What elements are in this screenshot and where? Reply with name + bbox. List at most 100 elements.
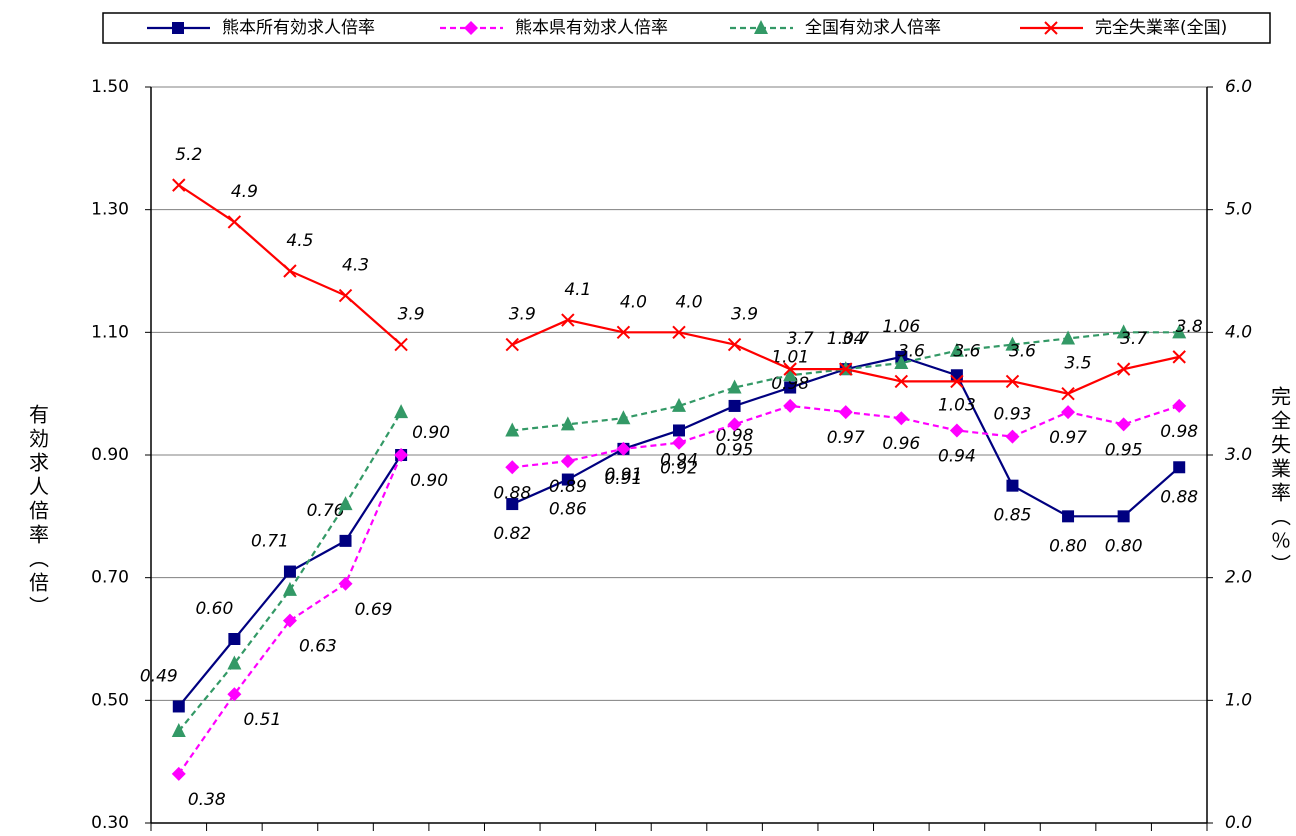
legend-marker	[754, 20, 768, 34]
value-label: 0.91	[604, 469, 642, 489]
point	[1061, 330, 1076, 345]
y-tick-label: 0.70	[91, 568, 129, 588]
point	[505, 337, 519, 352]
point	[282, 613, 297, 628]
value-label: 0.93	[994, 405, 1032, 425]
value-label: 0.92	[660, 459, 698, 479]
point	[506, 498, 519, 511]
point	[784, 381, 797, 394]
point	[227, 687, 242, 702]
value-label: 0.38	[188, 790, 226, 810]
point	[894, 355, 909, 369]
y2-axis-title: 完全失業率（％）	[1268, 386, 1292, 578]
value-label: 4.9	[231, 182, 258, 202]
point	[283, 264, 297, 278]
point	[616, 441, 631, 456]
point	[1117, 510, 1130, 523]
legend-label: 熊本所有効求人倍率	[222, 18, 375, 38]
value-label: 0.90	[412, 423, 450, 443]
y-axis-title: 有効求人倍率（倍）	[26, 404, 50, 620]
y-tick-label: 1.30	[91, 200, 129, 220]
point	[338, 496, 353, 511]
point	[283, 565, 296, 578]
value-label: 0.94	[660, 450, 698, 470]
y-tick-label: 0.30	[91, 813, 129, 832]
value-label: 0.80	[1105, 536, 1143, 556]
value-label: 0.89	[549, 477, 587, 497]
value-label: 0.91	[604, 465, 642, 485]
point	[672, 435, 686, 450]
point	[673, 424, 685, 437]
point	[394, 448, 409, 462]
value-label: 0.76	[307, 501, 345, 521]
point	[727, 337, 742, 352]
point	[1005, 374, 1020, 389]
value-label: 3.9	[509, 305, 536, 325]
point	[394, 337, 408, 352]
point	[339, 534, 352, 547]
point	[338, 576, 353, 591]
value-label: 0.88	[1160, 487, 1198, 507]
value-label: 0.71	[251, 532, 289, 552]
point	[338, 288, 353, 303]
value-label: 0.97	[827, 428, 865, 448]
point	[1061, 405, 1076, 420]
value-label: 0.95	[1105, 440, 1143, 460]
point	[1172, 398, 1187, 413]
value-label: 1.06	[882, 317, 920, 337]
value-label: 1.03	[938, 395, 976, 415]
point	[1173, 461, 1186, 474]
value-label: 5.2	[175, 145, 202, 165]
y-tick-label: 1.50	[91, 77, 129, 97]
point	[839, 362, 853, 376]
point	[728, 399, 741, 412]
value-label: 0.97	[1049, 428, 1087, 448]
y-tick-label: 0.90	[91, 445, 129, 465]
value-label: 3.7	[842, 329, 869, 349]
value-label: 0.80	[1049, 536, 1087, 556]
value-label: 3.9	[398, 305, 425, 325]
value-label: 3.7	[787, 329, 814, 349]
series-line	[177, 331, 1180, 732]
value-label: 3.7	[1120, 329, 1147, 349]
value-label: 0.82	[493, 524, 531, 544]
value-label: 0.96	[882, 434, 920, 454]
legend-marker	[172, 22, 184, 34]
value-label: 4.0	[675, 292, 702, 312]
y2-tick-label: 1.0	[1225, 690, 1252, 710]
point	[172, 700, 185, 713]
value-label: 0.85	[994, 506, 1032, 526]
point	[783, 362, 797, 376]
point	[894, 374, 909, 389]
legend-marker	[1044, 21, 1058, 35]
point	[949, 423, 964, 438]
y-tick-label: 1.10	[91, 322, 129, 342]
point	[950, 369, 963, 382]
value-label: 3.6	[953, 341, 980, 361]
point	[783, 367, 798, 382]
point	[228, 633, 241, 645]
value-label: 3.5	[1065, 354, 1092, 374]
point	[561, 313, 575, 327]
value-label: 0.90	[410, 471, 448, 491]
value-label: 4.0	[620, 292, 647, 312]
point	[1172, 324, 1187, 339]
value-label: 3.8	[1176, 317, 1203, 337]
point	[171, 723, 186, 737]
value-label: 0.98	[771, 374, 809, 394]
point	[950, 374, 964, 389]
point	[227, 655, 242, 670]
value-label: 0.63	[299, 637, 337, 657]
legend-label: 全国有効求人倍率	[805, 18, 941, 38]
point	[394, 404, 409, 419]
value-label: 1.04	[827, 329, 865, 349]
point	[1061, 386, 1075, 401]
value-label: 4.5	[286, 231, 313, 251]
legend-label: 完全失業率(全国)	[1095, 18, 1227, 38]
value-label: 3.6	[898, 341, 925, 361]
value-label: 0.95	[716, 440, 754, 460]
point	[838, 405, 853, 420]
y2-tick-label: 2.0	[1225, 568, 1252, 588]
